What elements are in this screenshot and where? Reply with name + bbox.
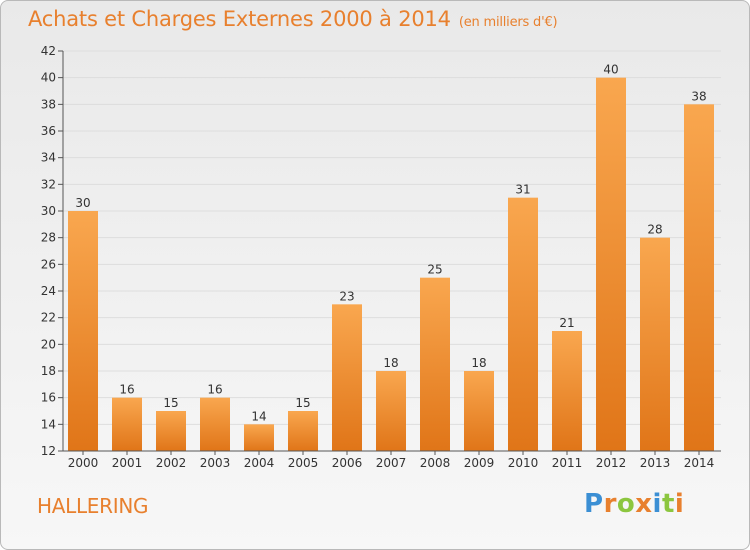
- bar-value-label: 18: [383, 356, 398, 370]
- bar-2011: [552, 331, 582, 451]
- x-tick-label: 2003: [200, 456, 231, 470]
- x-tick-label: 2014: [684, 456, 715, 470]
- logo-letter: r: [603, 489, 617, 519]
- y-tick-label: 24: [41, 284, 56, 298]
- bar-2004: [244, 424, 274, 451]
- bar-2010: [508, 197, 538, 451]
- unit-note: (en milliers d'€): [458, 15, 558, 30]
- y-tick-label: 38: [41, 97, 56, 111]
- bar-value-label: 31: [515, 183, 530, 197]
- bar-2014: [684, 104, 714, 451]
- bar-2006: [332, 304, 362, 451]
- x-tick-label: 2012: [596, 456, 627, 470]
- commune-name: HALLERING: [37, 494, 149, 518]
- y-tick-label: 26: [41, 257, 56, 271]
- y-tick-label: 40: [41, 71, 56, 85]
- logo-letter: P: [584, 489, 604, 519]
- chart-title-text: Achats et Charges Externes 2000 à 2014: [28, 7, 451, 31]
- x-tick-label: 2007: [376, 456, 407, 470]
- logo-letter: i: [674, 489, 685, 519]
- bar-value-label: 25: [427, 263, 442, 277]
- y-tick-label: 16: [41, 391, 56, 405]
- bar-value-label: 21: [559, 316, 574, 330]
- y-tick-label: 28: [41, 231, 56, 245]
- bar-value-label: 28: [647, 223, 662, 237]
- x-tick-label: 2006: [332, 456, 363, 470]
- bar-2013: [640, 237, 670, 451]
- bar-2009: [464, 371, 494, 451]
- bar-2003: [200, 397, 230, 451]
- y-tick-label: 20: [41, 337, 56, 351]
- x-tick-label: 2011: [552, 456, 583, 470]
- x-tick-label: 2009: [464, 456, 495, 470]
- x-tick-label: 2002: [156, 456, 187, 470]
- bar-value-label: 15: [295, 396, 310, 410]
- x-tick-label: 2004: [244, 456, 275, 470]
- bar-value-label: 16: [119, 383, 134, 397]
- y-tick-label: 42: [41, 44, 56, 58]
- bar-value-label: 14: [251, 409, 266, 423]
- bar-2012: [596, 77, 626, 452]
- x-tick-label: 2001: [112, 456, 143, 470]
- bar-2008: [420, 277, 450, 451]
- y-tick-label: 22: [41, 311, 56, 325]
- bar-2001: [112, 397, 142, 451]
- logo-letter: t: [661, 489, 675, 519]
- bar-2007: [376, 371, 406, 451]
- x-tick-label: 2013: [640, 456, 671, 470]
- bar-value-label: 40: [603, 63, 618, 77]
- x-tick-label: 2000: [68, 456, 99, 470]
- y-tick-label: 34: [41, 151, 56, 165]
- x-tick-label: 2010: [508, 456, 539, 470]
- bar-value-label: 23: [339, 289, 354, 303]
- y-tick-label: 12: [41, 444, 56, 458]
- bar-layer: 30 16 15 16 14 15 23 18 25 18 31 21 40 28 38: [68, 63, 714, 452]
- y-tick-label: 32: [41, 177, 56, 191]
- bar-value-label: 18: [471, 356, 486, 370]
- logo-letter: i: [652, 489, 662, 519]
- bar-value-label: 15: [163, 396, 178, 410]
- axis-layer: 12 14 16 18 20 22 24 26 28 30 32 34 36 38 40 42 2000 2001…: [41, 44, 721, 470]
- bar-value-label: 30: [75, 196, 90, 210]
- y-tick-label: 14: [41, 417, 56, 431]
- x-tick-label: 2008: [420, 456, 451, 470]
- bar-2000: [68, 211, 98, 451]
- x-tick-label: 2005: [288, 456, 319, 470]
- proxiti-logo[interactable]: Proxiti: [584, 489, 684, 519]
- y-tick-label: 36: [41, 124, 56, 138]
- bar-2005: [288, 411, 318, 451]
- y-tick-label: 18: [41, 364, 56, 378]
- logo-letter: o: [616, 489, 636, 519]
- bar-value-label: 38: [691, 89, 706, 103]
- chart-title: Achats et Charges Externes 2000 à 2014 (e…: [28, 7, 558, 31]
- bar-2002: [156, 411, 186, 451]
- y-tick-label: 30: [41, 204, 56, 218]
- bar-value-label: 16: [207, 383, 222, 397]
- logo-letter: x: [635, 489, 653, 519]
